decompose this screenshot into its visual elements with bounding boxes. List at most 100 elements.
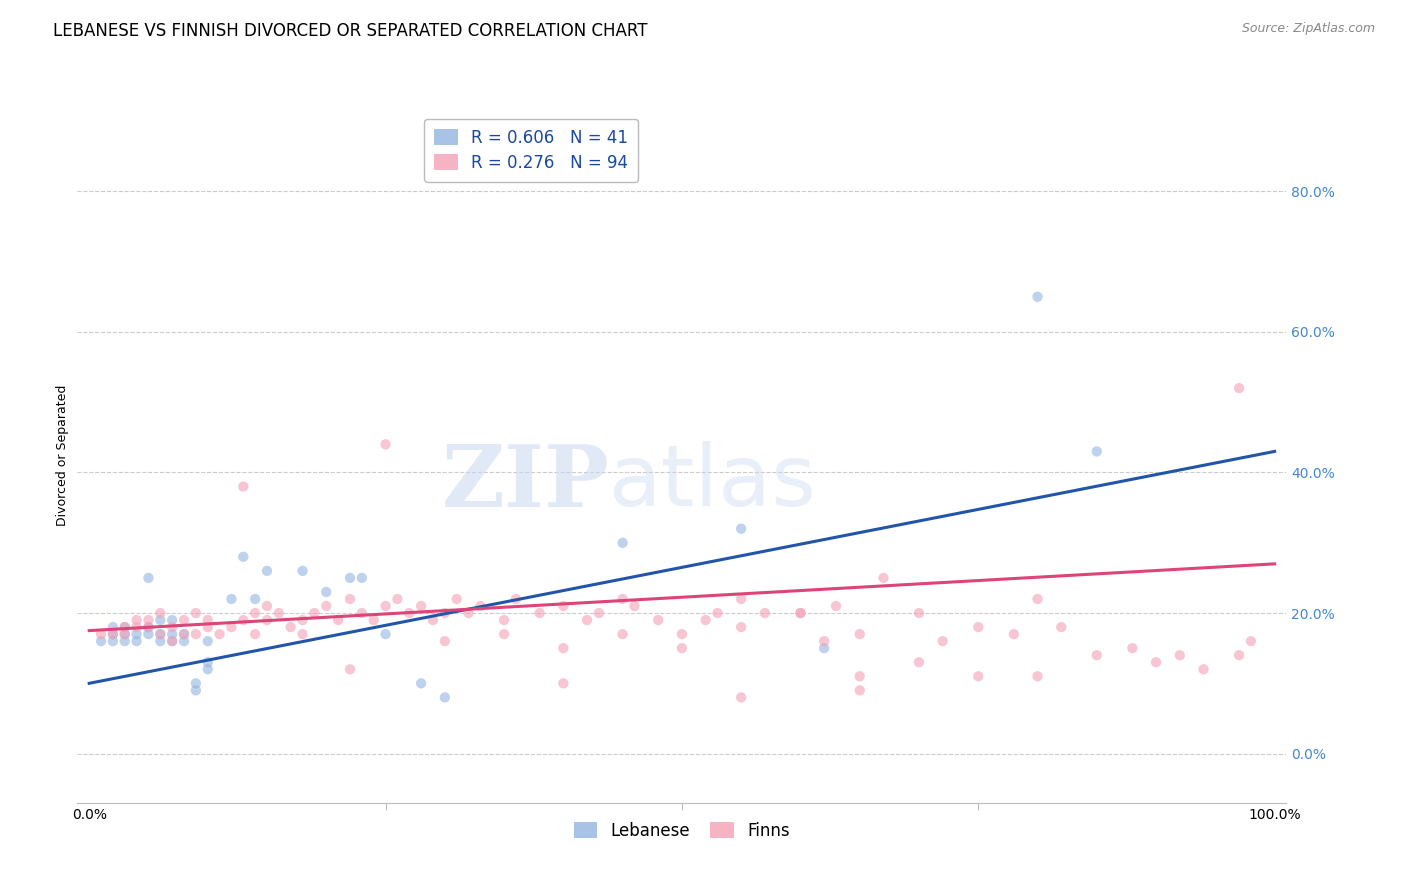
Point bbox=[872, 571, 894, 585]
Point bbox=[326, 613, 349, 627]
Point bbox=[304, 606, 326, 620]
Point bbox=[232, 613, 254, 627]
Point bbox=[101, 634, 124, 648]
Point bbox=[149, 634, 172, 648]
Point bbox=[280, 620, 302, 634]
Point bbox=[256, 564, 278, 578]
Point bbox=[422, 613, 444, 627]
Point bbox=[160, 634, 183, 648]
Point bbox=[1121, 641, 1143, 656]
Point bbox=[1227, 381, 1250, 395]
Point bbox=[789, 606, 811, 620]
Point bbox=[125, 634, 148, 648]
Point bbox=[149, 606, 172, 620]
Point bbox=[1192, 662, 1215, 676]
Point bbox=[125, 627, 148, 641]
Point bbox=[114, 627, 136, 641]
Point bbox=[90, 627, 112, 641]
Point bbox=[160, 613, 183, 627]
Point bbox=[470, 599, 492, 613]
Point bbox=[138, 627, 160, 641]
Point bbox=[197, 613, 219, 627]
Point bbox=[350, 571, 373, 585]
Point bbox=[184, 606, 207, 620]
Point bbox=[208, 627, 231, 641]
Point bbox=[730, 690, 752, 705]
Point bbox=[138, 613, 160, 627]
Point bbox=[387, 592, 409, 607]
Point bbox=[339, 592, 361, 607]
Point bbox=[433, 606, 456, 620]
Point bbox=[411, 676, 433, 690]
Point bbox=[173, 613, 195, 627]
Point bbox=[494, 613, 516, 627]
Point bbox=[243, 606, 266, 620]
Point bbox=[315, 599, 337, 613]
Point bbox=[232, 479, 254, 493]
Point bbox=[291, 627, 314, 641]
Point bbox=[433, 634, 456, 648]
Point bbox=[576, 613, 599, 627]
Point bbox=[529, 606, 551, 620]
Point bbox=[138, 620, 160, 634]
Point bbox=[114, 620, 136, 634]
Point bbox=[671, 627, 693, 641]
Point bbox=[967, 620, 990, 634]
Point bbox=[1002, 627, 1025, 641]
Point bbox=[339, 571, 361, 585]
Point bbox=[197, 620, 219, 634]
Point bbox=[149, 627, 172, 641]
Point bbox=[256, 613, 278, 627]
Point bbox=[789, 606, 811, 620]
Point bbox=[813, 634, 835, 648]
Point bbox=[138, 620, 160, 634]
Point bbox=[221, 592, 243, 607]
Point bbox=[730, 522, 752, 536]
Point bbox=[553, 676, 575, 690]
Point bbox=[114, 620, 136, 634]
Point bbox=[612, 535, 634, 549]
Point bbox=[114, 627, 136, 641]
Point bbox=[398, 606, 420, 620]
Point bbox=[446, 592, 468, 607]
Point bbox=[221, 620, 243, 634]
Point bbox=[931, 634, 953, 648]
Point bbox=[647, 613, 669, 627]
Point bbox=[553, 641, 575, 656]
Point bbox=[125, 613, 148, 627]
Text: atlas: atlas bbox=[609, 442, 817, 524]
Point bbox=[232, 549, 254, 564]
Point bbox=[754, 606, 776, 620]
Point bbox=[825, 599, 848, 613]
Point bbox=[411, 599, 433, 613]
Point bbox=[350, 606, 373, 620]
Point bbox=[374, 437, 396, 451]
Point bbox=[908, 606, 931, 620]
Point bbox=[374, 599, 396, 613]
Point bbox=[101, 627, 124, 641]
Point bbox=[1026, 592, 1049, 607]
Point bbox=[90, 634, 112, 648]
Point bbox=[160, 620, 183, 634]
Point bbox=[160, 627, 183, 641]
Point bbox=[1227, 648, 1250, 663]
Point bbox=[315, 585, 337, 599]
Point bbox=[967, 669, 990, 683]
Point bbox=[494, 627, 516, 641]
Point bbox=[339, 662, 361, 676]
Point bbox=[848, 669, 870, 683]
Point bbox=[1026, 290, 1049, 304]
Point bbox=[730, 620, 752, 634]
Point bbox=[197, 634, 219, 648]
Y-axis label: Divorced or Separated: Divorced or Separated bbox=[56, 384, 69, 525]
Point bbox=[173, 634, 195, 648]
Point bbox=[184, 683, 207, 698]
Point bbox=[114, 634, 136, 648]
Point bbox=[1050, 620, 1073, 634]
Point bbox=[695, 613, 717, 627]
Point bbox=[1085, 648, 1108, 663]
Point bbox=[848, 627, 870, 641]
Point bbox=[149, 613, 172, 627]
Point bbox=[706, 606, 728, 620]
Text: ZIP: ZIP bbox=[441, 441, 609, 524]
